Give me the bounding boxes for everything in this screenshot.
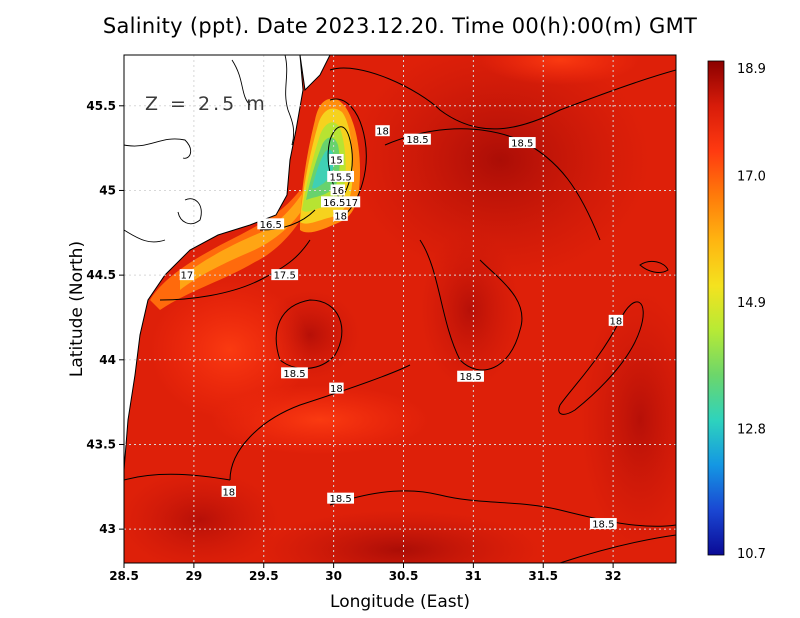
high-salinity-region-south: [260, 510, 540, 563]
contour-label: 18: [330, 384, 343, 395]
high-salinity-region-southwest: [124, 470, 280, 563]
colorbar-tick-label: 14.9: [737, 296, 766, 311]
x-axis-label: Longitude (East): [330, 592, 470, 612]
contour-label: 18.5: [459, 372, 481, 383]
contour-line: [159, 239, 311, 301]
contour-label-box: [508, 137, 536, 149]
contour-label-box: [404, 133, 431, 145]
contour-label-box: [221, 485, 237, 497]
high-salinity-region-north: [350, 55, 650, 280]
x-tick-label: 29.5: [249, 569, 279, 583]
contour-label-box: [179, 269, 195, 281]
contour-label: 16.5: [260, 220, 282, 231]
river-branch-2: [231, 59, 251, 106]
contour-label-box: [608, 314, 624, 326]
contour-label: 18.5: [511, 139, 533, 150]
x-axis-ticks: 28.5 29 29.5 30 30.5 31 31.5 32: [109, 563, 621, 583]
colorbar-tick-label: 18.9: [737, 62, 766, 77]
contour-label: 18: [222, 487, 235, 498]
contour-label-box: [329, 382, 344, 394]
contour-label: 18: [610, 316, 623, 327]
contour-label-box: [333, 209, 348, 221]
y-axis-label: Latitude (North): [67, 241, 87, 377]
contour-label: 16: [331, 186, 344, 197]
inland-lagoon-outline: [177, 198, 202, 225]
contour-label: 18: [376, 127, 389, 138]
contour-label: 15: [330, 155, 343, 166]
contour-line: [329, 67, 676, 130]
contour-label: 18.5: [592, 520, 614, 531]
contour-label-box: [330, 184, 346, 196]
y-tick-label: 43: [99, 522, 116, 536]
x-tick-label: 30.5: [389, 569, 419, 583]
contour-line: [559, 534, 676, 563]
depth-label: Z = 2.5 m: [145, 93, 268, 115]
contour-label: 17.5: [274, 271, 296, 282]
contour-line: [259, 209, 316, 231]
contour-line: [329, 490, 676, 527]
y-tick-label: 44.5: [86, 268, 116, 282]
coastal-lower-salinity: [150, 280, 310, 420]
y-tick-label: 45.5: [86, 99, 116, 113]
y-tick-label: 45: [99, 183, 116, 197]
gridlines: [124, 55, 676, 563]
contour-label-box: [329, 153, 344, 165]
colorbar-tick-label: 10.7: [737, 547, 766, 562]
contour-line: [419, 239, 523, 371]
x-tick-label: 31: [465, 569, 482, 583]
contour-label-box: [271, 269, 299, 281]
colorbar: [707, 60, 725, 556]
y-tick-label: 44: [99, 353, 116, 367]
contour-line: [639, 260, 669, 273]
x-tick-label: 32: [605, 569, 622, 583]
contour-label-box: [375, 125, 390, 137]
x-tick-label: 28.5: [109, 569, 139, 583]
contour-label: 18.5: [329, 494, 351, 505]
high-salinity-eddy-center: [420, 230, 520, 390]
contour-label-box: [281, 367, 308, 379]
land-north-coast: [299, 55, 331, 92]
contour-line: [229, 364, 411, 481]
inland-lagoon-outline-2: [124, 229, 166, 243]
x-tick-label: 31.5: [528, 569, 558, 583]
contour-label: 16.517: [323, 198, 358, 209]
chart-title: Salinity (ppt). Date 2023.12.20. Time 00…: [102, 14, 698, 38]
lower-salinity-north: [480, 55, 640, 85]
contour-label-box: [457, 370, 484, 382]
inland-lake-outline: [124, 138, 192, 159]
plot-frame: [123, 54, 677, 564]
contour-line: [124, 473, 231, 481]
contour-label-box: [257, 218, 285, 230]
colorbar-ticks: 18.9 17.0 14.9 12.8 10.7: [737, 62, 766, 562]
high-salinity-region-east: [580, 290, 676, 550]
land-coastline: [124, 55, 304, 471]
contour-label: 18.5: [406, 135, 428, 146]
contour-label-box: [589, 518, 617, 530]
x-tick-label: 29: [186, 569, 203, 583]
contour-label-box: [327, 170, 355, 182]
contour-label: 15.5: [329, 172, 351, 183]
plume-amber-band: [180, 194, 308, 290]
y-tick-label: 43.5: [86, 437, 116, 451]
contour-line: [275, 299, 343, 369]
colorbar-tick-label: 12.8: [737, 422, 766, 437]
contour-label: 18: [334, 211, 347, 222]
contour-label: 17: [181, 271, 194, 282]
contour-label-box: [327, 492, 355, 504]
contour-label-box: [321, 196, 361, 208]
x-tick-label: 30: [325, 569, 342, 583]
y-axis-ticks: 45.5 45 44.5 44 43.5 43: [86, 99, 124, 536]
river-branch: [284, 55, 295, 146]
contour-label: 18.5: [283, 369, 305, 380]
contour-lines: [124, 67, 676, 563]
colorbar-tick-label: 17.0: [737, 169, 766, 184]
